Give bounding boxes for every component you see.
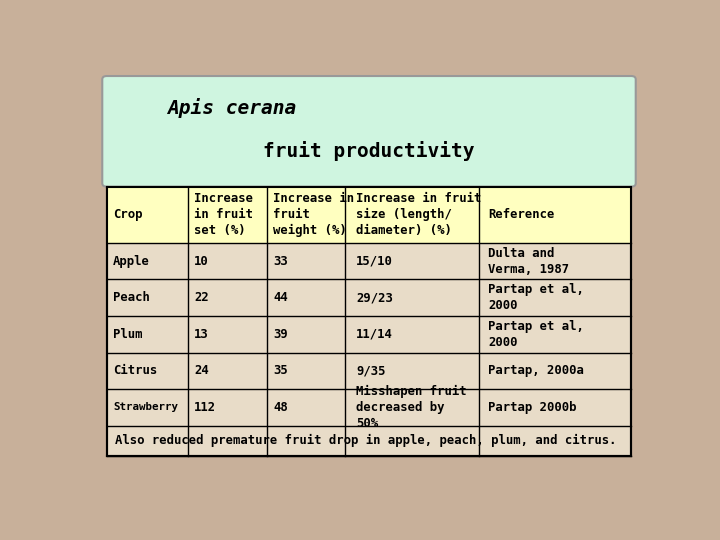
Text: Dulta and
Verma, 1987: Dulta and Verma, 1987 bbox=[488, 247, 569, 275]
Text: 10: 10 bbox=[194, 254, 209, 267]
Text: 112: 112 bbox=[194, 401, 217, 414]
Text: Also reduced premature fruit drop in apple, peach, plum, and citrus.: Also reduced premature fruit drop in app… bbox=[114, 434, 616, 447]
Text: 33: 33 bbox=[273, 254, 288, 267]
Text: Partap et al,
2000: Partap et al, 2000 bbox=[488, 283, 584, 312]
Text: Citrus: Citrus bbox=[113, 364, 158, 377]
FancyBboxPatch shape bbox=[102, 76, 636, 187]
Text: 13: 13 bbox=[194, 328, 209, 341]
Text: Increase in fruit
size (length/
diameter) (%): Increase in fruit size (length/ diameter… bbox=[356, 192, 482, 237]
Text: Strawberry: Strawberry bbox=[113, 402, 179, 413]
Text: Apple: Apple bbox=[113, 254, 150, 267]
Text: 15/10: 15/10 bbox=[356, 254, 393, 267]
Bar bbox=[107, 187, 631, 243]
Text: 11/14: 11/14 bbox=[356, 328, 393, 341]
Text: Crop: Crop bbox=[113, 208, 143, 221]
Text: 39: 39 bbox=[273, 328, 288, 341]
Bar bbox=[107, 187, 631, 456]
Text: Apis cerana: Apis cerana bbox=[166, 98, 296, 118]
Text: 48: 48 bbox=[273, 401, 288, 414]
Text: 35: 35 bbox=[273, 364, 288, 377]
Text: Partap, 2000a: Partap, 2000a bbox=[488, 364, 584, 377]
Text: Plum: Plum bbox=[113, 328, 143, 341]
Text: fruit productivity: fruit productivity bbox=[264, 141, 474, 161]
Text: 24: 24 bbox=[194, 364, 209, 377]
Text: 9/35: 9/35 bbox=[356, 364, 386, 377]
Text: 29/23: 29/23 bbox=[356, 291, 393, 304]
Text: Peach: Peach bbox=[113, 291, 150, 304]
Text: Misshapen fruit
decreased by
50%: Misshapen fruit decreased by 50% bbox=[356, 385, 467, 430]
Text: Partap 2000b: Partap 2000b bbox=[488, 401, 577, 414]
Text: Increase
in fruit
set (%): Increase in fruit set (%) bbox=[194, 192, 253, 237]
Text: Reference: Reference bbox=[488, 208, 554, 221]
Text: Partap et al,
2000: Partap et al, 2000 bbox=[488, 320, 584, 349]
Text: 44: 44 bbox=[273, 291, 288, 304]
Text: Increase in
fruit
weight (%): Increase in fruit weight (%) bbox=[273, 192, 354, 237]
Text: 22: 22 bbox=[194, 291, 209, 304]
